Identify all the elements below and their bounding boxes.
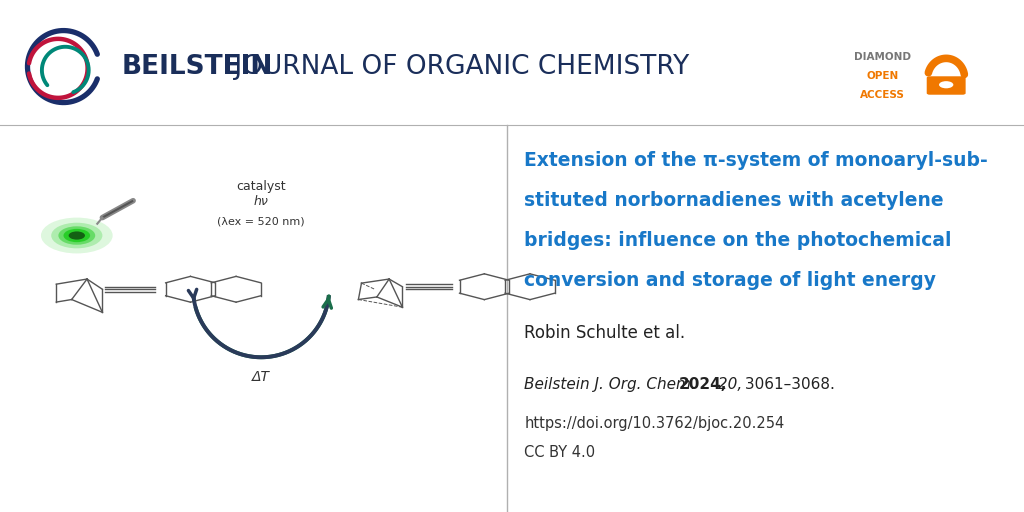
Circle shape [939, 81, 953, 88]
Text: stituted norbornadienes with acetylene: stituted norbornadienes with acetylene [524, 191, 944, 210]
Text: 20,: 20, [714, 377, 742, 392]
Text: Beilstein J. Org. Chem.: Beilstein J. Org. Chem. [524, 377, 696, 392]
Text: catalyst: catalyst [237, 180, 286, 193]
Text: JOURNAL OF ORGANIC CHEMISTRY: JOURNAL OF ORGANIC CHEMISTRY [226, 54, 690, 79]
Text: BEILSTEIN: BEILSTEIN [122, 54, 273, 79]
Text: 2024,: 2024, [679, 377, 727, 392]
Text: ΔT: ΔT [252, 370, 270, 384]
Text: https://doi.org/10.3762/bjoc.20.254: https://doi.org/10.3762/bjoc.20.254 [524, 416, 784, 431]
Circle shape [41, 218, 113, 253]
Text: (λex = 520 nm): (λex = 520 nm) [217, 216, 305, 226]
Text: bridges: influence on the photochemical: bridges: influence on the photochemical [524, 231, 951, 250]
Circle shape [58, 226, 95, 245]
Text: hν: hν [254, 196, 268, 208]
Text: CC BY 4.0: CC BY 4.0 [524, 445, 595, 460]
Text: DIAMOND: DIAMOND [854, 52, 911, 62]
Text: ACCESS: ACCESS [860, 90, 905, 100]
Text: 3061–3068.: 3061–3068. [740, 377, 836, 392]
Text: conversion and storage of light energy: conversion and storage of light energy [524, 271, 936, 290]
Text: Extension of the π-system of monoaryl-sub-: Extension of the π-system of monoaryl-su… [524, 151, 988, 170]
Circle shape [51, 223, 102, 248]
Text: OPEN: OPEN [866, 71, 899, 81]
Circle shape [69, 231, 85, 240]
Text: Robin Schulte et al.: Robin Schulte et al. [524, 324, 685, 342]
Circle shape [63, 229, 90, 242]
FancyBboxPatch shape [927, 76, 966, 95]
